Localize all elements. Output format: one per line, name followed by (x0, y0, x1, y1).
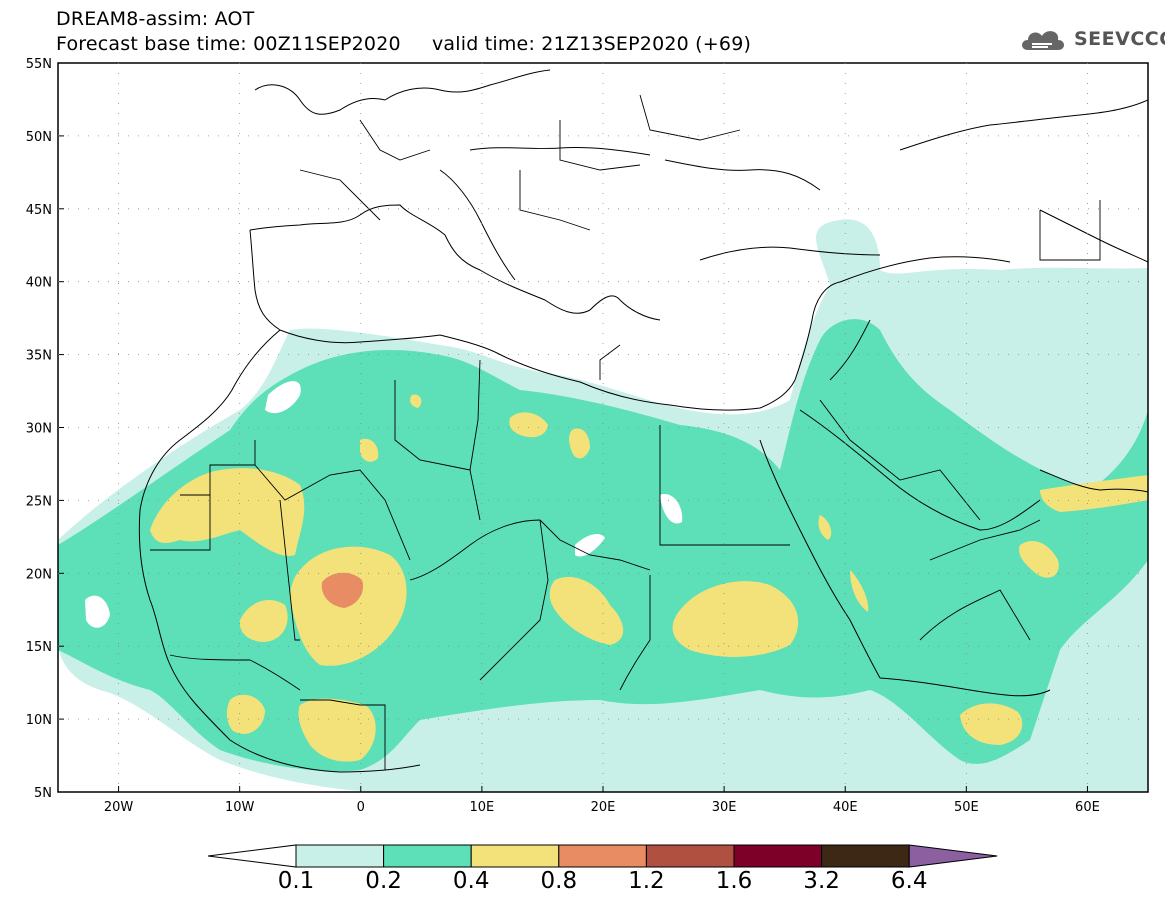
colorbar-label: 3.2 (803, 868, 840, 894)
colorbar-box (383, 844, 472, 868)
colorbar-box (645, 844, 735, 868)
coastlines-borders (138, 69, 1148, 773)
lat-tick-label: 50N (26, 130, 52, 145)
lat-tick-label: 5N (34, 786, 52, 801)
lat-tick-label: 25N (26, 494, 52, 509)
lon-tick-label: 10W (225, 800, 255, 815)
colorbar-box (558, 844, 647, 868)
lat-tick-label: 40N (26, 276, 52, 291)
lon-tick-label: 30E (712, 800, 737, 815)
lat-tick-label: 20N (26, 567, 52, 582)
aot-band-08-12 (321, 572, 364, 608)
lon-tick-label: 0 (357, 800, 365, 815)
lat-tick-label: 15N (26, 640, 52, 655)
colorbar-label: 0.2 (365, 868, 402, 894)
chart-title: DREAM8-assim: AOT (56, 8, 255, 30)
colorbar-label: 1.2 (628, 868, 665, 894)
lat-tick-label: 35N (26, 349, 52, 364)
lat-tick-label: 30N (26, 422, 52, 437)
colorbar-min-arrow (207, 844, 297, 868)
lon-tick-label: 20W (104, 800, 134, 815)
colorbar-box (821, 844, 910, 868)
lon-tick-label: 50E (954, 800, 979, 815)
colorbar-max-arrow (908, 844, 998, 868)
colorbar-label: 1.6 (715, 868, 753, 894)
lon-tick-label: 60E (1075, 800, 1100, 815)
colorbar-box (470, 844, 560, 868)
aot-contour-fields (58, 219, 1148, 792)
lat-tick-label: 45N (26, 203, 52, 218)
lon-tick-label: 20E (591, 800, 616, 815)
longitude-axis: 20W 10W 0 10E 20E 30E 40E 50E 60E (104, 786, 1100, 815)
country-borders (150, 94, 1101, 770)
colorbar-label: 0.4 (452, 868, 490, 894)
colorbar-label: 0.1 (277, 868, 315, 894)
lat-tick-label: 10N (26, 713, 52, 728)
lon-tick-label: 10E (470, 800, 495, 815)
latitude-axis: 55N 50N 45N 40N 35N 30N 25N 20N 15N 10N 5N (26, 57, 64, 801)
seevccc-logo: SEEVCCC (1018, 24, 1165, 54)
colorbar-box (295, 844, 385, 868)
colorbar-label: 0.8 (540, 868, 578, 894)
logo-text: SEEVCCC (1074, 28, 1165, 50)
lat-tick-label: 55N (26, 57, 52, 72)
lon-tick-label: 40E (833, 800, 858, 815)
colorbar-label: 6.4 (890, 868, 928, 894)
cloud-icon (1022, 31, 1064, 50)
forecast-time-subtitle: Forecast base time: 00Z11SEP2020 valid t… (56, 33, 752, 55)
colorbar-box (733, 844, 823, 868)
aot-colorbar (207, 844, 998, 868)
